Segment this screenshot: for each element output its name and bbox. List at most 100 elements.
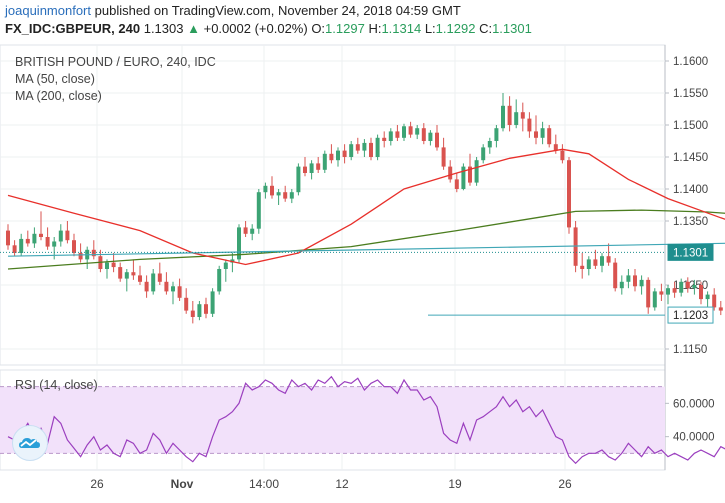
y-tick-label: 1.1550 [673,88,708,100]
candle-body [303,166,307,173]
rsi-line [7,375,725,465]
x-tick-label: 12 [335,477,349,491]
candle-body [586,259,591,269]
price-change: +0.0002 (+0.02%) [203,21,308,36]
y-tick-label: 1.1150 [673,344,707,356]
candle-body [105,262,109,269]
candle-body [692,285,697,289]
candle-body [646,279,651,308]
candle-body [428,132,433,141]
open-value: 1.1297 [325,21,365,36]
candle-body [237,227,241,260]
candle-body [468,166,472,183]
candle-body [395,131,400,138]
candle-body [204,304,208,314]
candle-body [699,285,703,300]
y-tick-label: 1.1400 [673,184,708,196]
candle-body [39,233,43,237]
candle-body [672,288,677,293]
candle-body [309,163,314,173]
candle-body [705,294,710,300]
y-tick-label: 1.1350 [673,216,708,228]
candle-body [507,105,512,125]
candle-body [25,238,30,244]
candle-body [177,286,182,298]
candle-body [388,131,393,141]
candle-body [441,147,446,167]
candle-body [514,112,519,125]
candle-body [613,262,618,289]
rsi-y-tick-label: 60.0000 [673,398,715,410]
candle-body [190,310,195,317]
candle-body [256,192,261,229]
candle-body [322,153,327,170]
candle-body [118,267,123,279]
candle-body [289,192,294,199]
candle-body [144,281,149,292]
chart-title: BRITISH POUND / EURO, 240, IDC [15,55,216,69]
low-value: 1.1292 [435,21,476,36]
rsi-y-tick-label: 40.0000 [673,432,715,444]
x-tick-label: 19 [448,477,462,491]
candle-body [666,288,670,295]
candle-body [553,144,558,151]
cloud-icon [19,438,40,448]
candle-body [164,281,169,292]
quote-line: FX_IDC:GBPEUR, 240 1.1303 ▲ +0.0002 (+0.… [5,21,532,36]
candle-body [316,163,321,170]
candle-body [243,227,248,234]
candle-body [157,273,162,282]
candle-body [619,281,624,289]
candle-body [534,131,538,138]
candle-body [540,128,545,138]
tradingview-logo[interactable] [12,425,48,461]
candle-body [355,144,360,151]
candle-body [494,128,499,141]
candle-body [633,275,637,287]
last-price: 1.1303 [143,21,184,36]
candle-body [52,241,57,247]
ma200-line [7,209,725,270]
candle-body [461,166,466,189]
candle-body [580,265,585,269]
candle-body [600,256,604,266]
publish-info: joaquinmonfort published on TradingView.… [5,3,461,18]
candle-body [151,273,156,292]
candle-body [547,128,552,145]
candle-body [124,272,129,279]
rsi-band [0,386,665,454]
author-link[interactable]: joaquinmonfort [5,3,91,18]
candle-body [184,297,189,311]
candle-body [362,142,367,151]
symbol-label: FX_IDC:GBPEUR, 240 [5,21,141,36]
y-tick-label: 1.1600 [673,56,708,68]
candle-body [283,192,288,199]
close-value: 1.1301 [492,21,532,36]
candle-body [263,185,268,193]
candle-body [659,291,664,295]
candle-body [276,192,281,196]
candle-body [45,237,50,247]
price-badge [667,243,714,261]
price-badge-label: 1.1301 [673,247,708,259]
candle-body [593,259,598,266]
candle-body [402,126,406,138]
y-tick-label: 1.1500 [673,120,708,132]
x-tick-label: 26 [90,477,104,491]
candle-body [349,144,354,157]
candle-body [639,279,644,287]
candle-body [474,160,479,183]
ma200-legend: MA (200, close) [15,89,102,103]
x-tick-label: 14:00 [249,477,279,491]
candle-body [336,150,340,161]
candle-body [250,228,255,234]
candle-body [487,141,492,148]
candle-body [606,256,611,263]
candle-body [270,185,274,196]
candle-body [32,233,37,244]
candle-body [527,118,532,132]
candle-body [223,262,228,269]
candle-body [138,275,142,282]
candle-body [342,150,347,157]
